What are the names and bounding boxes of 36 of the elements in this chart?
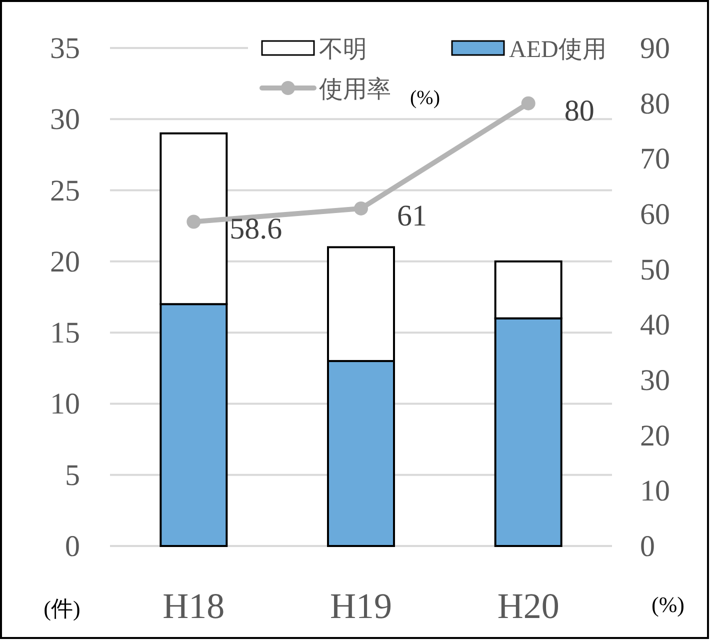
y-tick-label: 15 <box>50 316 80 350</box>
y-tick-label: 5 <box>65 458 80 492</box>
bar <box>494 260 562 320</box>
y-tick-label: 35 <box>50 32 80 65</box>
point <box>354 201 368 216</box>
point <box>186 214 201 229</box>
y2-tick-label: 50 <box>640 253 670 286</box>
legend-label: 使用率 <box>319 76 391 103</box>
point <box>521 96 536 110</box>
y2-tick-label: 20 <box>640 419 670 452</box>
x-tick-label: H20 <box>497 586 560 626</box>
y-tick-label: 0 <box>65 530 80 563</box>
annotation: (%) <box>410 87 440 109</box>
y-tick-label: 30 <box>50 103 80 136</box>
y2-tick-label: 30 <box>640 364 670 397</box>
y2-tick-label: 0 <box>640 530 655 563</box>
data-label: 58.6 <box>230 212 282 246</box>
data-label: 61 <box>397 199 427 232</box>
y2-tick-label: 80 <box>640 87 670 120</box>
data-label: 80 <box>564 94 594 128</box>
y2-tick-label: 70 <box>640 142 670 176</box>
x-tick-label: H18 <box>162 586 225 626</box>
y-tick-label: 10 <box>50 388 80 421</box>
y-tick-label: 25 <box>50 174 80 208</box>
y-axis-title: (件) <box>44 596 80 621</box>
legend-label: AED使用 <box>509 37 606 63</box>
bar <box>327 246 395 362</box>
legend-label: 不明 <box>319 37 367 63</box>
y2-tick-label: 60 <box>640 198 670 231</box>
y2-tick-label: 40 <box>640 308 670 342</box>
y-tick-label: 20 <box>50 245 80 278</box>
x-tick-label: H19 <box>330 586 392 626</box>
y2-axis-title: (%) <box>652 592 684 617</box>
y2-tick-label: 10 <box>640 474 670 508</box>
bar <box>160 132 228 306</box>
y2-tick-label: 90 <box>640 32 670 65</box>
